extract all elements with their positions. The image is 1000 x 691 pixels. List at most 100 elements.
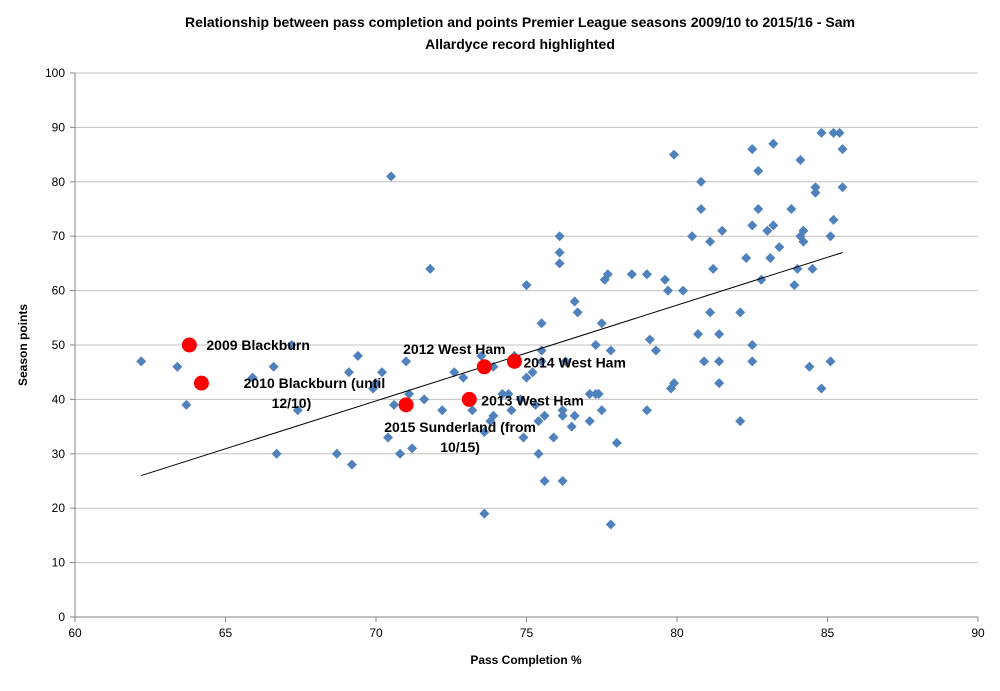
data-point xyxy=(488,410,499,421)
highlighted-point xyxy=(398,397,414,413)
data-point xyxy=(798,236,809,247)
data-points xyxy=(136,127,848,530)
data-point xyxy=(810,182,821,193)
data-point xyxy=(768,220,779,231)
data-point xyxy=(696,204,707,214)
data-point xyxy=(401,356,412,367)
trendline xyxy=(141,252,843,477)
data-point xyxy=(705,307,716,318)
data-point xyxy=(804,361,815,372)
data-point xyxy=(247,372,258,383)
data-point xyxy=(533,416,544,427)
x-tick-label: 60 xyxy=(68,626,82,640)
data-point xyxy=(515,394,526,405)
y-tick-labels: 0 10 20 30 40 50 60 70 80 90 100 xyxy=(45,66,65,624)
data-point xyxy=(644,334,655,345)
x-tick-label: 85 xyxy=(821,626,835,640)
data-point xyxy=(371,378,381,389)
data-point xyxy=(626,269,637,280)
highlighted-point-label: 2015 Sunderland (from xyxy=(384,419,536,435)
data-point xyxy=(437,405,448,416)
data-point xyxy=(425,263,436,274)
data-point xyxy=(747,220,758,231)
x-tick-labels: 60 65 70 75 80 85 90 xyxy=(68,626,985,640)
data-point xyxy=(346,459,357,470)
data-point xyxy=(699,356,710,367)
highlighted-point-label: 2014 West Ham xyxy=(523,354,625,370)
data-point xyxy=(554,258,565,269)
data-point xyxy=(536,318,547,329)
data-point xyxy=(762,225,773,236)
y-tick-label: 40 xyxy=(52,392,66,406)
data-point xyxy=(828,127,839,138)
data-point xyxy=(539,410,550,421)
data-point xyxy=(352,350,363,361)
data-point xyxy=(650,345,661,356)
data-point xyxy=(662,285,673,296)
data-point xyxy=(735,307,746,318)
data-point xyxy=(569,410,580,421)
data-point xyxy=(596,405,607,416)
data-point xyxy=(641,269,652,280)
data-point xyxy=(395,448,406,459)
data-point xyxy=(172,361,183,372)
x-axis-label: Pass Completion % xyxy=(470,653,582,667)
data-point xyxy=(741,252,752,263)
data-point xyxy=(717,225,728,236)
data-point xyxy=(735,416,746,427)
data-point xyxy=(798,225,809,236)
data-point xyxy=(659,274,670,285)
data-point xyxy=(611,437,622,448)
data-point xyxy=(816,383,827,394)
data-point xyxy=(714,378,725,389)
data-point xyxy=(605,345,616,356)
y-tick-label: 10 xyxy=(52,556,66,570)
data-point xyxy=(825,231,836,242)
highlighted-point-label: 2012 West Ham xyxy=(403,341,505,357)
data-point xyxy=(837,144,848,155)
data-point xyxy=(521,372,532,383)
data-point xyxy=(292,405,303,416)
data-point xyxy=(286,340,297,350)
chart-title-line-2: Allardyce record highlighted xyxy=(425,36,615,52)
x-tick-label: 65 xyxy=(219,626,233,640)
y-tick-label: 60 xyxy=(52,284,66,298)
data-point xyxy=(572,307,583,318)
data-point xyxy=(825,356,836,367)
data-point xyxy=(419,394,430,405)
data-point xyxy=(331,448,342,459)
data-point xyxy=(596,318,607,329)
data-point xyxy=(560,356,571,367)
data-point xyxy=(714,356,725,367)
data-point xyxy=(668,378,679,389)
data-point xyxy=(584,416,595,427)
data-point xyxy=(407,443,418,454)
x-tick-label: 70 xyxy=(369,626,383,640)
data-point xyxy=(837,182,848,193)
data-point xyxy=(539,476,550,486)
data-point xyxy=(786,204,797,214)
data-point xyxy=(753,204,764,214)
data-point xyxy=(753,165,764,176)
data-point xyxy=(566,421,577,432)
data-point xyxy=(389,399,400,410)
highlighted-points: 2009 Blackburn 2010 Blackburn (until 12/10… xyxy=(181,337,626,455)
y-axis-label: Season points xyxy=(16,304,30,386)
data-point xyxy=(795,155,806,166)
data-point xyxy=(476,350,487,361)
data-point xyxy=(668,149,679,160)
data-point xyxy=(807,263,818,274)
highlighted-point xyxy=(193,375,209,391)
data-point xyxy=(557,410,568,421)
y-tick-label: 100 xyxy=(45,66,65,80)
data-point xyxy=(705,236,716,247)
highlighted-point-label: 12/10) xyxy=(272,395,312,411)
data-point xyxy=(584,388,595,399)
data-point xyxy=(569,296,580,307)
data-point xyxy=(377,367,388,378)
data-point xyxy=(747,340,758,350)
data-point xyxy=(593,388,604,399)
highlighted-point xyxy=(506,353,522,369)
x-tick-label: 90 xyxy=(971,626,985,640)
